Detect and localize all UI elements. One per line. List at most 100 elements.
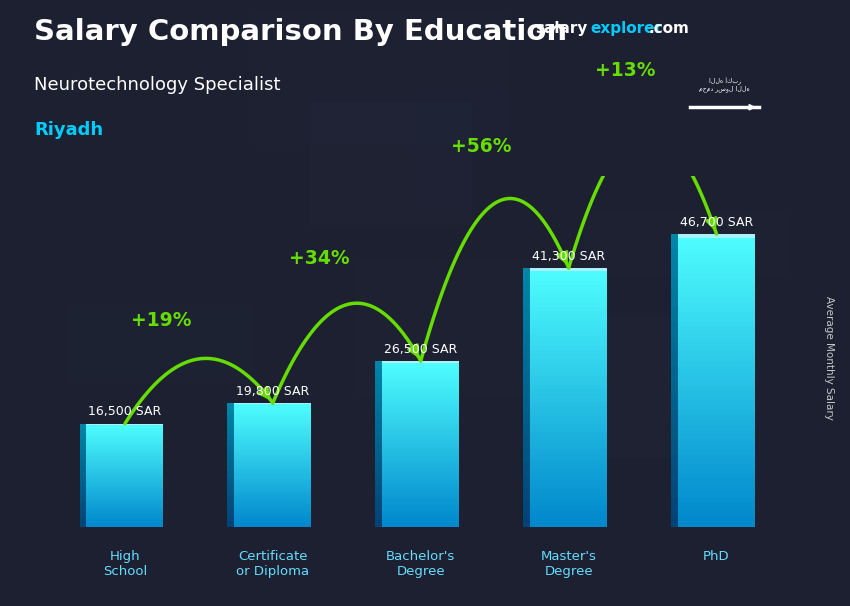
Bar (678, 327, 755, 332)
Bar (382, 455, 459, 458)
Bar (672, 513, 678, 527)
Bar (660, 120, 823, 202)
Bar (382, 461, 459, 464)
Bar (235, 478, 311, 479)
Bar (376, 444, 382, 452)
Bar (382, 522, 459, 524)
Bar (382, 375, 459, 378)
Bar (678, 522, 755, 527)
Bar (524, 268, 530, 281)
Bar (235, 465, 311, 467)
Bar (235, 457, 311, 459)
Bar (530, 320, 607, 324)
Bar (87, 484, 163, 486)
Bar (678, 513, 755, 518)
Bar (80, 511, 87, 517)
Bar (235, 415, 311, 418)
Bar (87, 477, 163, 479)
Bar (228, 502, 235, 508)
Bar (678, 454, 755, 459)
Bar (678, 390, 755, 395)
Bar (382, 511, 459, 513)
Bar (87, 489, 163, 491)
Bar (382, 416, 459, 419)
Text: Bachelor's
Degree: Bachelor's Degree (386, 550, 456, 578)
Bar (524, 411, 530, 424)
Bar (382, 364, 459, 367)
Bar (80, 454, 87, 460)
Bar (382, 478, 459, 480)
Bar (87, 487, 163, 489)
Bar (87, 498, 163, 499)
Bar (530, 355, 607, 359)
Bar (87, 458, 163, 460)
Bar (235, 504, 311, 507)
Bar (672, 322, 678, 337)
Bar (87, 493, 163, 494)
Bar (382, 405, 459, 408)
Bar (530, 311, 607, 316)
Bar (678, 439, 755, 444)
Bar (530, 277, 607, 281)
Bar (530, 363, 607, 367)
Bar (382, 427, 459, 430)
Bar (672, 351, 678, 366)
Bar (382, 361, 459, 364)
Bar (87, 496, 163, 498)
Bar (235, 447, 311, 448)
Bar (382, 388, 459, 391)
Bar (382, 469, 459, 472)
Text: +19%: +19% (131, 311, 191, 330)
Bar (235, 513, 311, 514)
Bar (530, 411, 607, 415)
Bar (678, 312, 755, 317)
Bar (524, 450, 530, 462)
Bar (235, 507, 311, 508)
Bar (530, 510, 607, 514)
Bar (87, 511, 163, 513)
Bar (678, 483, 755, 488)
Bar (235, 501, 311, 502)
Bar (382, 422, 459, 425)
Bar (235, 403, 311, 405)
Bar (530, 298, 607, 302)
Bar (382, 502, 459, 505)
Bar (235, 473, 311, 476)
Bar (87, 467, 163, 468)
Text: 46,700 SAR: 46,700 SAR (680, 216, 753, 229)
Bar (530, 505, 607, 510)
Bar (87, 503, 163, 505)
Bar (235, 422, 311, 424)
Bar (382, 452, 459, 455)
Bar (678, 493, 755, 498)
Bar (228, 508, 235, 514)
Bar (672, 264, 678, 278)
Bar (678, 278, 755, 283)
Bar (678, 283, 755, 288)
Bar (382, 494, 459, 497)
Bar (678, 405, 755, 410)
Bar (530, 281, 607, 285)
Bar (235, 453, 311, 454)
Bar (235, 444, 311, 447)
Bar (87, 432, 163, 434)
Bar (672, 498, 678, 513)
Bar (87, 453, 163, 454)
Bar (87, 454, 163, 456)
Bar (376, 461, 382, 469)
Bar (530, 371, 607, 376)
Bar (678, 478, 755, 483)
Bar (382, 483, 459, 485)
Bar (87, 486, 163, 487)
Bar (678, 468, 755, 473)
Bar (524, 333, 530, 346)
Bar (678, 268, 755, 273)
Bar (68, 305, 252, 384)
Bar (678, 503, 755, 508)
Bar (382, 508, 459, 511)
Bar (228, 514, 235, 521)
Bar (530, 376, 607, 381)
Bar (530, 402, 607, 406)
Bar (228, 478, 235, 484)
Bar (678, 293, 755, 298)
